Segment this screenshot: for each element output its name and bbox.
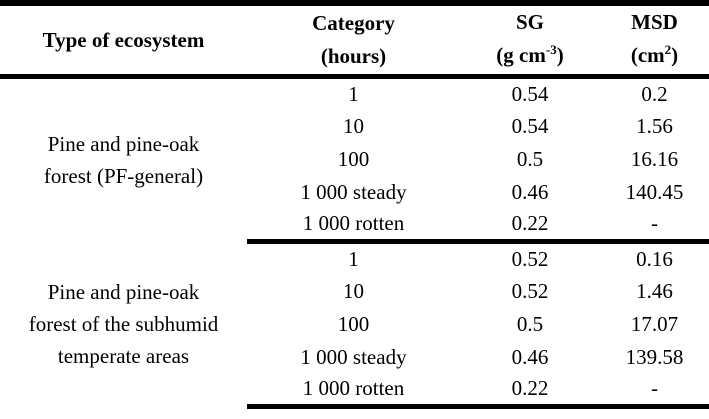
table-row: Pine and pine-oak forest of the subhumid… bbox=[0, 242, 709, 368]
table-header: Type of ecosystem Category (hours) SG (g… bbox=[0, 3, 709, 79]
msd-unit-pre: (cm bbox=[630, 43, 665, 67]
ecosystem-line: Pine and pine-oak bbox=[47, 280, 200, 304]
category-cell: 1 000 steady bbox=[300, 179, 407, 204]
sg-unit-superscript: -3 bbox=[545, 42, 557, 57]
msd-cell: 0.2 bbox=[641, 81, 668, 106]
col-header-type-of-ecosystem: Type of ecosystem bbox=[0, 3, 247, 79]
sg-cell: 0.46 bbox=[511, 344, 549, 369]
header-row: Type of ecosystem Category (hours) SG (g… bbox=[0, 3, 709, 79]
ecosystem-line: forest of the subhumid bbox=[28, 312, 219, 336]
sg-cell: 0.22 bbox=[460, 208, 600, 244]
msd-unit-post: ) bbox=[671, 43, 679, 67]
ecosystem-line: forest (PF-general) bbox=[43, 164, 204, 189]
sg-cell: 0.22 bbox=[460, 373, 600, 409]
ecosystem-line: temperate areas bbox=[57, 344, 190, 368]
section-subhumid-temperate: Pine and pine-oak forest of the subhumid… bbox=[0, 242, 709, 409]
sg-cell: 0.52 bbox=[511, 246, 549, 271]
msd-cell: 1.56 bbox=[636, 113, 673, 138]
msd-cell: 1.46 bbox=[636, 278, 673, 303]
col-header-category: Category (hours) bbox=[247, 3, 460, 79]
ecosystem-cell-pf-general: Pine and pine-oak forest (PF-general) bbox=[0, 77, 247, 242]
sg-cell: 0.46 bbox=[511, 179, 549, 204]
msd-cell: - bbox=[600, 373, 709, 409]
ecosystem-data-table: Type of ecosystem Category (hours) SG (g… bbox=[0, 0, 709, 409]
category-cell: 10 bbox=[343, 278, 364, 303]
col-header-sg: SG (g cm-3) bbox=[460, 3, 600, 79]
col-header-category-unit: (hours) bbox=[320, 44, 387, 68]
section-pf-general: Pine and pine-oak forest (PF-general) 1 … bbox=[0, 77, 709, 244]
sg-cell: 0.52 bbox=[511, 278, 549, 303]
table-row: 10 0.52 1.46 bbox=[0, 275, 709, 308]
col-header-msd-unit: (cm2) bbox=[600, 39, 709, 74]
table-row: 100 0.5 17.07 bbox=[0, 308, 709, 341]
category-cell: 1 000 rotten bbox=[247, 208, 460, 244]
col-header-msd-label: MSD bbox=[631, 10, 678, 34]
sg-cell: 0.54 bbox=[511, 81, 549, 106]
col-header-category-label: Category bbox=[312, 11, 395, 35]
msd-cell: 17.07 bbox=[630, 311, 679, 336]
msd-cell: - bbox=[600, 208, 709, 244]
table-row: 1 000 steady 0.46 140.45 bbox=[0, 176, 709, 209]
sg-unit-pre: (g cm bbox=[496, 43, 546, 67]
category-cell: 10 bbox=[343, 113, 364, 138]
category-cell: 1 000 steady bbox=[300, 344, 407, 369]
sg-cell: 0.5 bbox=[516, 146, 544, 171]
category-cell: 100 bbox=[337, 311, 370, 336]
msd-cell: 140.45 bbox=[625, 179, 684, 204]
category-cell: 100 bbox=[337, 146, 370, 171]
sg-unit-post: ) bbox=[556, 43, 564, 67]
category-cell: 1 bbox=[348, 81, 359, 106]
msd-cell: 0.16 bbox=[636, 246, 673, 271]
category-cell: 1 000 rotten bbox=[247, 373, 460, 409]
msd-unit-superscript: 2 bbox=[664, 42, 672, 57]
table-row: 100 0.5 16.16 bbox=[0, 143, 709, 176]
col-header-sg-label: SG bbox=[515, 10, 544, 34]
category-cell: 1 bbox=[348, 246, 359, 271]
table-row: 1 000 rotten 0.22 - bbox=[0, 208, 709, 244]
ecosystem-line: Pine and pine-oak bbox=[47, 132, 200, 157]
msd-cell: 16.16 bbox=[630, 146, 679, 171]
table-row: 10 0.54 1.56 bbox=[0, 110, 709, 143]
ecosystem-cell-subhumid-temperate: Pine and pine-oak forest of the subhumid… bbox=[0, 242, 247, 407]
table-row: 1 000 rotten 0.22 - bbox=[0, 373, 709, 409]
sg-cell: 0.5 bbox=[516, 311, 544, 336]
col-header-msd: MSD (cm2) bbox=[600, 3, 709, 79]
table-row: Pine and pine-oak forest (PF-general) 1 … bbox=[0, 77, 709, 189]
col-header-type-of-ecosystem-label: Type of ecosystem bbox=[42, 27, 205, 52]
col-header-sg-unit: (g cm-3) bbox=[460, 39, 600, 74]
sg-cell: 0.54 bbox=[511, 113, 549, 138]
table-row: 1 000 steady 0.46 139.58 bbox=[0, 341, 709, 374]
msd-cell: 139.58 bbox=[625, 344, 684, 369]
